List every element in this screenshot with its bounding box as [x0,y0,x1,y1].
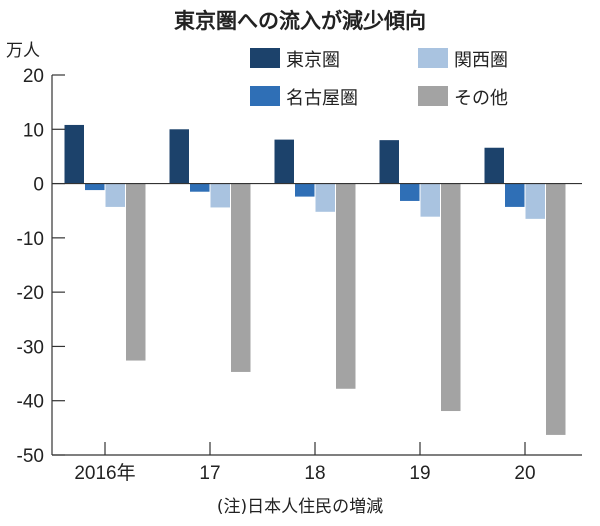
y-axis-unit-label: 万人 [6,41,40,61]
chart-title: 東京圏への流入が減少傾向 [174,9,426,33]
bar-0-2 [274,139,294,184]
bar-3-4 [546,183,566,435]
legend-swatch-3 [418,86,448,106]
bar-2-0 [105,183,125,207]
bar-1-3 [400,183,420,201]
x-tick-label: 2016年 [74,462,135,484]
legend-label-2: 関西圏 [454,50,508,71]
chart-note: (注)日本人住民の増減 [217,497,383,517]
bar-3-1 [231,183,251,372]
bar-2-1 [210,183,230,208]
bar-1-2 [295,183,315,197]
bar-3-3 [441,183,461,412]
legend-swatch-2 [418,48,448,68]
y-tick-label: -10 [17,229,44,250]
x-tick-label: 18 [304,463,325,484]
legend-label-0: 東京圏 [286,50,340,71]
bar-3-0 [126,183,146,361]
legend-label-1: 名古屋圏 [286,88,358,109]
y-tick-label: 20 [23,66,44,87]
bar-0-0 [64,124,84,184]
bars [64,124,566,435]
bar-2-4 [525,183,545,219]
y-tick-label: 0 [33,175,44,196]
x-tick-label: 19 [409,463,430,484]
legend-swatch-1 [250,86,280,106]
y-tick-label: 10 [23,120,44,141]
bar-0-4 [484,147,504,184]
y-tick-label: -40 [17,392,44,413]
bar-3-2 [336,183,356,389]
y-tick-label: -30 [17,337,44,358]
bar-2-3 [420,183,440,217]
x-tick-label: 17 [199,463,220,484]
bar-1-4 [505,183,525,207]
x-tick-label: 20 [514,463,535,484]
legend-label-3: その他 [454,88,508,109]
y-tick-label: -50 [17,446,44,467]
bar-0-1 [169,129,189,184]
axes: 20 10 0 -10 -20 -30 -40 -50 2016年 17 18 19 20 [17,66,582,484]
legend-swatch-0 [250,48,280,68]
y-tick-label: -20 [17,283,44,304]
bar-2-2 [315,183,335,212]
bar-1-0 [85,183,105,191]
bar-1-1 [190,183,210,192]
bar-0-3 [379,140,399,184]
